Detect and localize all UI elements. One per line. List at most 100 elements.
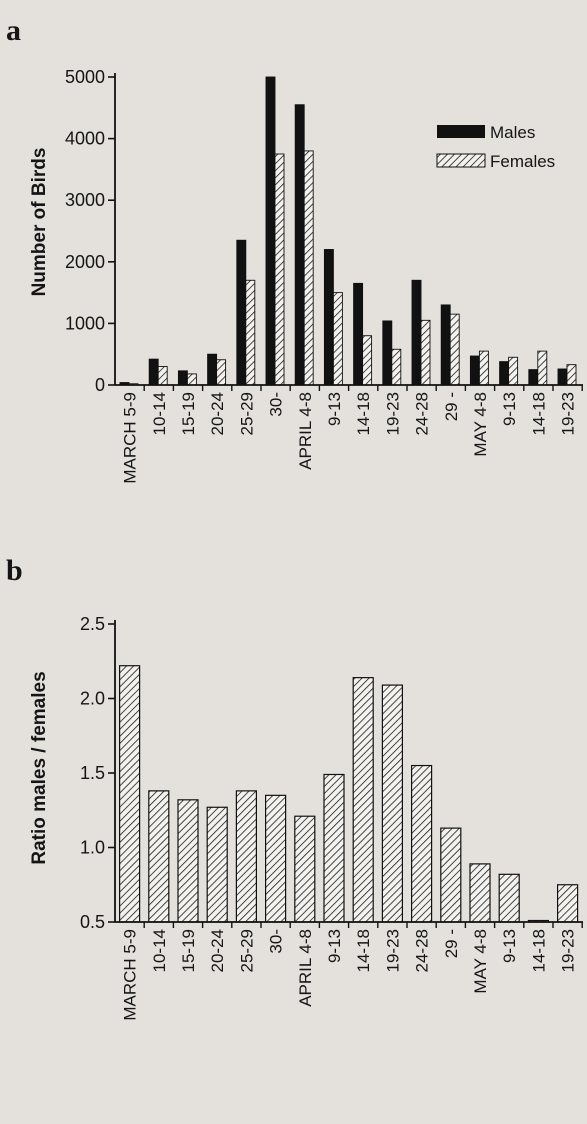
panel-a-category-label: 24-28 xyxy=(413,392,432,435)
panel-a-category-label: 14-18 xyxy=(354,392,373,435)
panel-a-category-label: APRIL 4-8 xyxy=(296,392,315,470)
panel-b-category-label: MARCH 5-9 xyxy=(121,929,140,1021)
panel-b-category-label: MAY 4-8 xyxy=(471,929,490,994)
panel-a-category-label: 29 - xyxy=(442,392,461,421)
bar-ratio-29 xyxy=(441,828,461,922)
bar-males-14-18 xyxy=(529,370,538,385)
panel-b-bars xyxy=(120,666,578,922)
panel-a-category-label: 15-19 xyxy=(179,392,198,435)
panel-b-category-label: 20-24 xyxy=(208,929,227,972)
bar-ratio-9-13 xyxy=(499,874,519,922)
legend-females-label: Females xyxy=(490,152,555,171)
panel-a-y-axis-label: Number of Birds xyxy=(29,148,50,297)
panel-b-category-label: 25-29 xyxy=(237,929,256,972)
bar-females-14-18 xyxy=(363,336,372,385)
panel-a-tick-label: 3000 xyxy=(65,190,105,210)
panel-b-category-label: APRIL 4-8 xyxy=(296,929,315,1007)
panel-a-tick-label: 2000 xyxy=(65,252,105,272)
panel-a-category-label: MAY 4-8 xyxy=(471,392,490,457)
panel-a-category-label: 10-14 xyxy=(150,392,169,435)
panel-a-category-label: 20-24 xyxy=(208,392,227,435)
panel-a-category-label: MARCH 5-9 xyxy=(121,392,140,484)
panel-b-category-label: 14-18 xyxy=(529,929,548,972)
bar-ratio-march-5-9 xyxy=(120,666,140,922)
panel-b-tick-label: 0.5 xyxy=(80,912,105,932)
panel-b-tick-label: 1.5 xyxy=(80,763,105,783)
bar-females-9-13 xyxy=(333,293,342,385)
panel-a-legend: Males Females xyxy=(437,123,555,171)
panel-a-axes xyxy=(115,73,583,391)
panel-b-letter: b xyxy=(6,554,23,587)
bar-females-24-28 xyxy=(421,320,430,385)
bar-ratio-25-29 xyxy=(236,791,256,922)
legend-females-swatch xyxy=(437,154,485,167)
panel-a-category-label: 9-13 xyxy=(325,392,344,426)
panel-a-category-label: 25-29 xyxy=(237,392,256,435)
panel-a-y-ticks: 0 1000 2000 3000 4000 5000 xyxy=(65,67,115,395)
panel-b-category-labels: MARCH 5-9 10-14 15-19 20-24 25-29 30- APRIL 4-… xyxy=(121,929,578,1021)
bar-males-14-18 xyxy=(354,283,363,385)
panel-a: a Number of Birds 010002000300040005000 … xyxy=(6,14,583,484)
bar-ratio-19-23 xyxy=(382,685,402,922)
panel-a-tick-label: 0 xyxy=(95,375,105,395)
panel-b-category-label: 30- xyxy=(267,929,286,954)
bar-females-15-19 xyxy=(187,374,196,385)
panel-b-tick-label: 1.0 xyxy=(80,838,105,858)
bar-ratio-14-18 xyxy=(353,678,373,922)
panel-b-y-ticks: 0.5 1.0 1.5 2.0 2.5 xyxy=(80,614,115,932)
panel-a-category-label: 14-18 xyxy=(529,392,548,435)
bar-females-20-24 xyxy=(217,360,226,385)
bar-ratio-may-4-8 xyxy=(470,864,490,922)
legend-males-label: Males xyxy=(490,123,535,142)
panel-b-category-label: 15-19 xyxy=(179,929,198,972)
bar-ratio-19-23 xyxy=(558,885,578,922)
bar-males-24-28 xyxy=(412,280,421,385)
bar-females-14-18 xyxy=(538,351,547,385)
bar-ratio-24-28 xyxy=(412,766,432,922)
bar-females-april-4-8 xyxy=(304,151,313,385)
bar-males-20-24 xyxy=(208,354,217,385)
panel-a-category-labels: MARCH 5-9 10-14 15-19 20-24 25-29 30- APRIL 4-… xyxy=(121,392,578,484)
panel-a-category-label: 30- xyxy=(267,392,286,417)
panel-b: b Ratio males / females 0.51.01.52.02.5 … xyxy=(6,554,583,1021)
bar-males-may-4-8 xyxy=(470,356,479,385)
bar-males-15-19 xyxy=(178,371,187,385)
bar-males-19-23 xyxy=(558,369,567,385)
bar-females-10-14 xyxy=(158,367,167,385)
panel-b-tick-label: 2.5 xyxy=(80,614,105,634)
bar-ratio-10-14 xyxy=(149,791,169,922)
bar-ratio-9-13 xyxy=(324,774,344,922)
panel-a-tick-label: 1000 xyxy=(65,313,105,333)
bar-ratio-15-19 xyxy=(178,800,198,922)
panel-b-tick-label: 2.0 xyxy=(80,689,105,709)
bar-males-30 xyxy=(266,77,275,385)
bar-males-9-13 xyxy=(324,249,333,385)
bar-males-25-29 xyxy=(237,240,246,385)
bar-females-19-23 xyxy=(392,349,401,385)
bar-ratio-30 xyxy=(266,795,286,922)
panel-b-category-label: 19-23 xyxy=(383,929,402,972)
panel-a-letter: a xyxy=(6,14,21,47)
bar-females-may-4-8 xyxy=(479,351,488,385)
panel-b-category-label: 10-14 xyxy=(150,929,169,972)
panel-b-category-label: 9-13 xyxy=(325,929,344,963)
panel-b-category-label: 24-28 xyxy=(413,929,432,972)
bar-females-9-13 xyxy=(509,357,518,385)
panel-b-category-label: 9-13 xyxy=(500,929,519,963)
panel-a-tick-label: 4000 xyxy=(65,129,105,149)
bar-ratio-april-4-8 xyxy=(295,816,315,922)
bar-males-19-23 xyxy=(383,321,392,385)
bar-females-25-29 xyxy=(246,280,255,385)
legend-males-swatch xyxy=(437,125,485,138)
bar-males-29 xyxy=(441,305,450,385)
panel-a-category-label: 19-23 xyxy=(559,392,578,435)
bar-females-19-23 xyxy=(567,365,576,385)
panel-b-y-axis-label: Ratio males / females xyxy=(29,671,50,864)
panel-b-category-label: 19-23 xyxy=(559,929,578,972)
bar-males-10-14 xyxy=(149,359,158,385)
panel-a-category-label: 19-23 xyxy=(383,392,402,435)
bar-males-april-4-8 xyxy=(295,105,304,385)
bar-females-29 xyxy=(450,314,459,385)
panel-b-category-label: 14-18 xyxy=(354,929,373,972)
